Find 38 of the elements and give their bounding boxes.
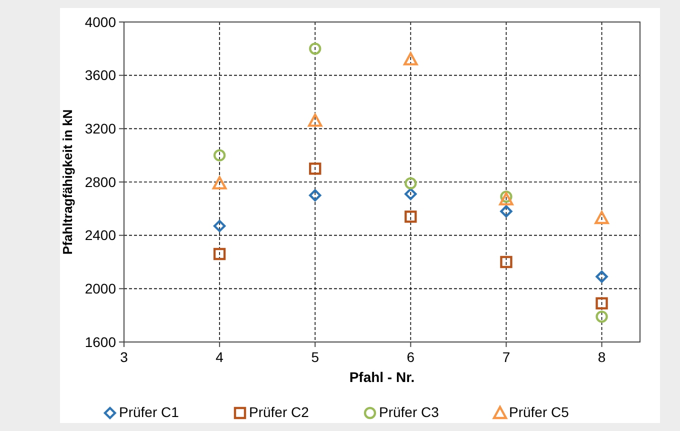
y-tick-label: 2400 bbox=[84, 227, 116, 244]
x-tick-label: 7 bbox=[502, 349, 510, 365]
point bbox=[213, 149, 226, 162]
point bbox=[404, 210, 417, 223]
point bbox=[308, 114, 322, 127]
legend-label: Prüfer C2 bbox=[249, 404, 310, 420]
point bbox=[404, 188, 417, 200]
x-tick-label: 6 bbox=[406, 349, 415, 365]
y-tick-label: 1600 bbox=[84, 334, 116, 350]
point bbox=[596, 310, 608, 323]
point bbox=[500, 256, 512, 268]
y-tick-label: 2000 bbox=[84, 280, 116, 297]
point bbox=[309, 42, 322, 55]
point bbox=[596, 297, 608, 310]
point bbox=[404, 52, 418, 66]
point bbox=[309, 162, 322, 175]
y-axis-title: Pfahltragfähigkeit in kN bbox=[60, 109, 75, 255]
point bbox=[213, 220, 226, 232]
point bbox=[594, 210, 609, 224]
x-tick-label: 4 bbox=[216, 349, 224, 365]
legend-label: Prüfer C5 bbox=[509, 404, 570, 420]
y-tick-label: 4000 bbox=[84, 14, 116, 30]
point bbox=[500, 205, 512, 218]
point bbox=[213, 248, 226, 260]
legend-label: Prüfer C1 bbox=[119, 404, 180, 420]
point bbox=[404, 177, 417, 190]
legend-label: Prüfer C3 bbox=[379, 404, 440, 420]
x-tick-label: 5 bbox=[311, 349, 320, 365]
point bbox=[309, 189, 322, 202]
y-tick-label: 3600 bbox=[84, 67, 116, 84]
point bbox=[596, 270, 608, 283]
x-axis-title: Pfahl - Nr. bbox=[349, 369, 415, 385]
x-tick-label: 8 bbox=[598, 349, 606, 365]
y-tick-label: 3200 bbox=[84, 120, 116, 137]
y-tick-label: 2800 bbox=[84, 174, 116, 190]
point bbox=[212, 176, 227, 190]
x-tick-label: 3 bbox=[120, 349, 128, 365]
point bbox=[499, 192, 514, 206]
